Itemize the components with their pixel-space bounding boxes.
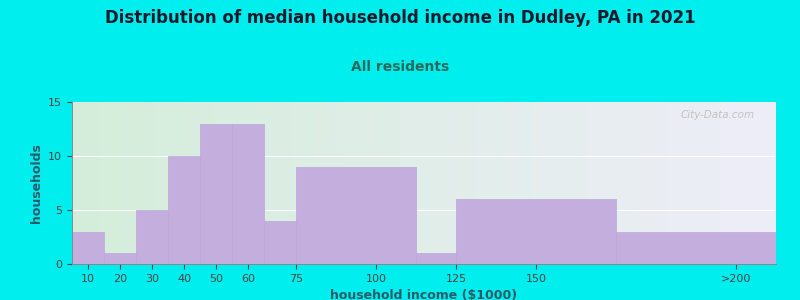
Text: All residents: All residents xyxy=(351,60,449,74)
Bar xyxy=(200,124,232,264)
X-axis label: household income ($1000): household income ($1000) xyxy=(330,289,518,300)
Bar xyxy=(456,199,616,264)
Bar xyxy=(264,221,296,264)
Bar xyxy=(136,210,168,264)
Bar xyxy=(232,124,264,264)
Bar xyxy=(104,253,136,264)
Text: Distribution of median household income in Dudley, PA in 2021: Distribution of median household income … xyxy=(105,9,695,27)
Bar xyxy=(72,232,104,264)
Bar xyxy=(416,253,456,264)
Bar xyxy=(296,167,416,264)
Bar xyxy=(616,232,776,264)
Bar xyxy=(168,156,200,264)
Text: City-Data.com: City-Data.com xyxy=(681,110,755,120)
Y-axis label: households: households xyxy=(30,143,42,223)
